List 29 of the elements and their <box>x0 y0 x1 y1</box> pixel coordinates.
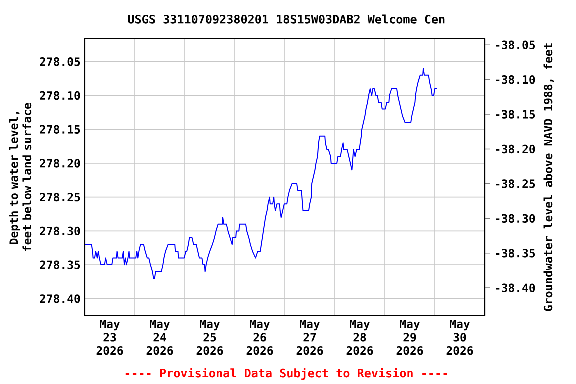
x-tick-label: May 26 2026 <box>246 320 274 356</box>
x-tick-label: May 25 2026 <box>196 320 224 356</box>
x-tick-label: May 29 2026 <box>396 320 424 356</box>
x-tick-label: May 30 2026 <box>446 320 474 356</box>
y-tick-label: 278.30 <box>40 226 80 236</box>
y-tick-label: 278.15 <box>40 125 80 134</box>
y2-tick-label: -38.30 <box>496 214 536 223</box>
y-tick-label: 278.05 <box>40 58 80 66</box>
y-axis-title: Depth to water level, feet below land surface <box>9 103 32 252</box>
y-tick-label: 278.25 <box>40 193 80 202</box>
x-tick-label: May 23 2026 <box>96 320 124 356</box>
y2-tick-label: -38.40 <box>496 284 536 292</box>
y2-tick-label: -38.20 <box>496 144 536 154</box>
text: ---- Provisional Data Subject to Revision ---- <box>126 368 448 380</box>
y2-tick-label: -38.15 <box>496 110 536 119</box>
line-series <box>85 68 438 280</box>
x-tick-label: May 27 2026 <box>296 320 324 356</box>
y-tick-label: 278.20 <box>40 159 80 168</box>
y-tick-label: 278.40 <box>40 294 80 304</box>
y2-tick-label: -38.25 <box>496 180 536 188</box>
y2-tick-label: -38.10 <box>496 75 536 84</box>
y2-tick-label: -38.05 <box>496 40 536 50</box>
y2-axis-title: Groundwater level above NAVD 1988, feet <box>544 44 554 312</box>
y-tick-label: 278.35 <box>40 260 80 270</box>
y2-tick-label: -38.35 <box>496 249 536 258</box>
x-tick-label: May 24 2026 <box>146 320 174 356</box>
y-tick-label: 278.10 <box>40 91 80 100</box>
x-tick-label: May 28 2026 <box>346 320 374 356</box>
chart-title: USGS 331107092380201 18S15W03DAB2 Welcome Cen <box>128 14 445 24</box>
